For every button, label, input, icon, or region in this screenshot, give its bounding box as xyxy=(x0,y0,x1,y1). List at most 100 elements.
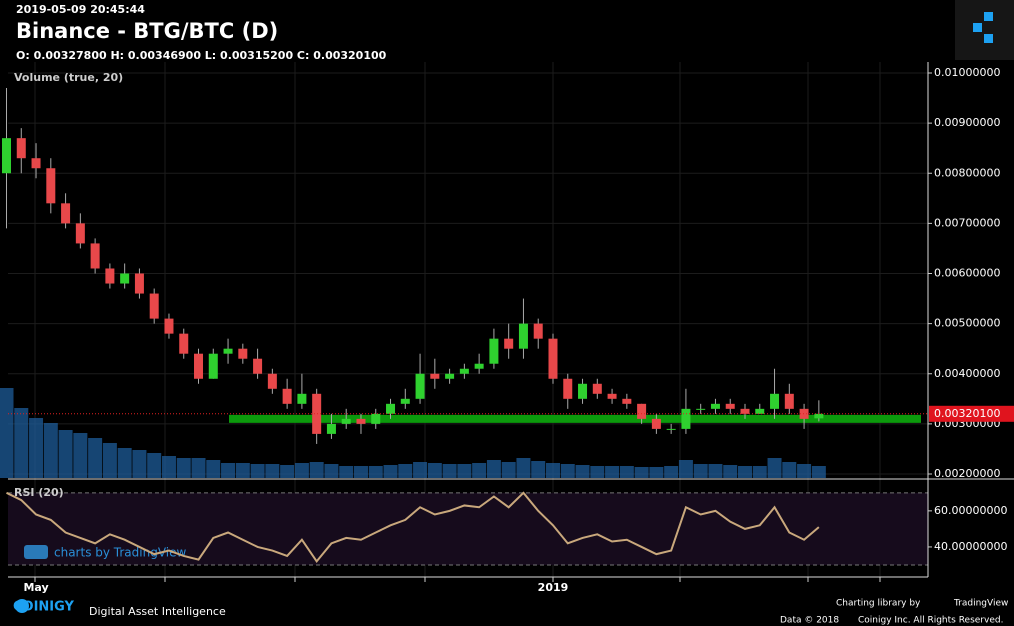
candle-body xyxy=(194,353,204,379)
brand: COINIGY xyxy=(13,600,75,615)
volume-bar xyxy=(413,462,428,478)
candle-body xyxy=(459,368,469,374)
volume-bar xyxy=(265,464,280,478)
candle-body xyxy=(637,403,647,419)
candle-body xyxy=(238,348,248,359)
candle-body xyxy=(533,323,543,339)
candle-body xyxy=(31,158,41,169)
candle-body xyxy=(563,378,573,399)
candle-body xyxy=(784,393,794,409)
candle-body xyxy=(755,408,765,414)
candle-body xyxy=(282,388,292,404)
volume-bar xyxy=(782,462,797,478)
candle-body xyxy=(312,393,322,434)
x-tick-label: 2019 xyxy=(538,581,569,594)
rights: Coinigy Inc. All Rights Reserved. xyxy=(858,616,1003,626)
candle-body xyxy=(297,393,307,404)
volume-bar xyxy=(516,458,531,478)
logo xyxy=(973,23,982,32)
rsi-tick-label: 40.00000000 xyxy=(934,540,1007,553)
volume-bar xyxy=(102,443,117,478)
volume-bar xyxy=(29,418,44,478)
y-tick-label: 0.00500000 xyxy=(934,317,1000,330)
candle-body xyxy=(770,393,780,409)
volume-bar xyxy=(427,463,442,478)
candle-body xyxy=(105,268,115,284)
volume-bar xyxy=(88,438,103,478)
volume-bar xyxy=(545,463,560,478)
coinigy-logo xyxy=(15,599,29,613)
volume-bar xyxy=(590,466,605,478)
candle-body xyxy=(371,413,381,424)
candle-body xyxy=(504,338,514,349)
candle-body xyxy=(681,408,691,429)
volume-bar xyxy=(353,466,368,478)
rsi-line xyxy=(6,491,820,564)
y-tick-label: 0.01000000 xyxy=(934,66,1000,79)
volume-label: Volume (true, 20) xyxy=(14,71,123,84)
volume-bar xyxy=(501,462,516,478)
candle-body xyxy=(149,293,159,319)
logo xyxy=(984,34,993,43)
candle-body xyxy=(592,383,602,394)
candle-body xyxy=(548,338,558,379)
volume-bar xyxy=(309,462,324,478)
watermark[interactable]: charts by TradingView xyxy=(54,546,186,560)
candle-body xyxy=(666,428,676,430)
support-line xyxy=(229,414,921,423)
volume-bar xyxy=(693,464,708,478)
volume-bar xyxy=(664,466,679,478)
candle-body xyxy=(253,358,263,374)
candle-body xyxy=(386,403,396,414)
y-tick-label: 0.00200000 xyxy=(934,467,1000,480)
candle-body xyxy=(799,408,809,419)
volume-bar xyxy=(752,466,767,478)
volume-bar xyxy=(235,463,250,478)
y-tick-label: 0.00700000 xyxy=(934,216,1000,229)
candle-body xyxy=(814,413,824,419)
last-price-label: 0.00320100 xyxy=(934,407,1000,420)
ohlc-header: O: 0.00327800 H: 0.00346900 L: 0.0031520… xyxy=(16,49,387,62)
candle-body xyxy=(430,373,440,379)
volume-bar xyxy=(0,388,14,478)
volume-bar xyxy=(723,465,738,478)
volume-bar xyxy=(161,456,176,478)
volume-bar xyxy=(383,465,398,478)
volume-bar xyxy=(398,464,413,478)
candle-body xyxy=(740,408,750,414)
candle-body xyxy=(651,418,661,429)
volume-bar xyxy=(339,466,354,478)
volume-bar xyxy=(280,465,295,478)
candle-body xyxy=(696,408,706,410)
volume-bar xyxy=(176,458,191,478)
volume-bar xyxy=(14,408,29,478)
candle-body xyxy=(341,418,351,424)
volume-bar xyxy=(73,433,88,478)
y-tick-label: 0.00800000 xyxy=(934,166,1000,179)
candle-body xyxy=(489,338,499,364)
y-tick-label: 0.00900000 xyxy=(934,116,1000,129)
volume-bar xyxy=(442,464,457,478)
candle-body xyxy=(46,168,56,204)
candle-body xyxy=(518,323,528,349)
volume-bar xyxy=(117,448,132,478)
y-tick-label: 0.00600000 xyxy=(934,267,1000,280)
volume-bar xyxy=(531,461,546,478)
tradingview-credit[interactable]: TradingView xyxy=(953,599,1008,609)
volume-bar xyxy=(575,465,590,478)
candle-body xyxy=(164,318,174,334)
candle-body xyxy=(474,363,484,369)
candle-body xyxy=(16,138,26,159)
candle-body xyxy=(75,223,85,244)
volume-bar xyxy=(678,460,693,478)
volume-bar xyxy=(58,430,73,478)
candle-body xyxy=(267,373,277,389)
volume-bar xyxy=(457,464,472,478)
candle-body xyxy=(415,373,425,399)
candle-body xyxy=(622,398,632,404)
volume-bar xyxy=(634,467,649,478)
volume-bar xyxy=(797,464,812,478)
volume-bar xyxy=(250,464,265,478)
candle-body xyxy=(710,403,720,409)
candle-body xyxy=(90,243,100,269)
